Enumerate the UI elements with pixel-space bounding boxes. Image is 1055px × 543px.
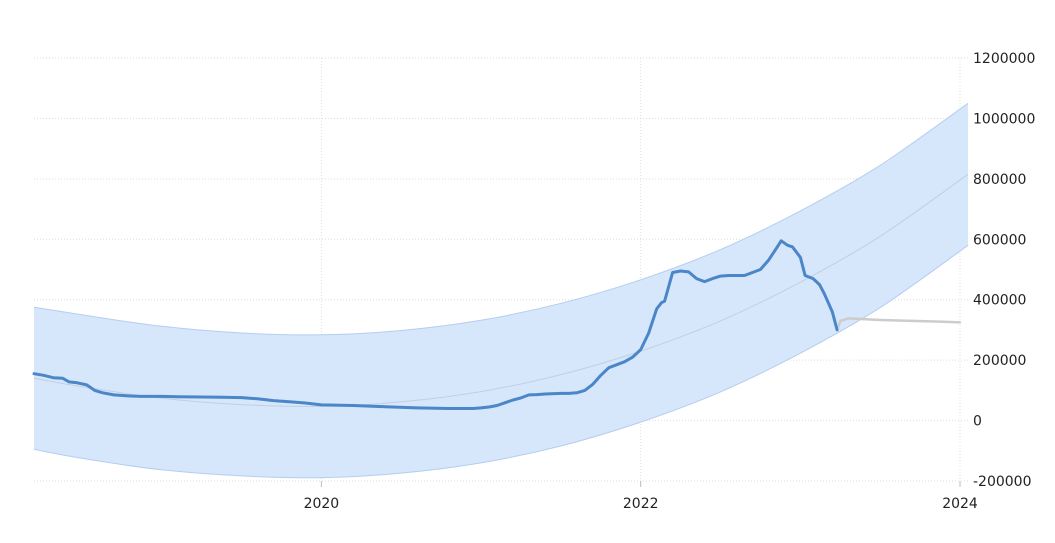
actual-series-line [32, 239, 839, 410]
y-tick-label: 0 [973, 414, 982, 430]
band-lower-edge [33, 244, 969, 479]
confidence-band [33, 102, 969, 479]
forecast-series-line [835, 317, 962, 332]
x-tick-label: 2024 [942, 496, 978, 512]
x-tick-label: 2020 [304, 496, 340, 512]
y-tick-label: 400000 [973, 293, 1026, 309]
band-upper-edge [33, 102, 969, 336]
band-area [34, 103, 968, 478]
x-tick-label: 2022 [623, 496, 659, 512]
x-axis-tick-labels: 2020 2022 2024 [304, 496, 978, 512]
y-tick-label: 600000 [973, 232, 1026, 248]
grid-lines [34, 57, 968, 487]
y-axis-tick-labels: 1200000 1000000 800000 600000 400000 200000 0 -… [973, 51, 1035, 490]
y-tick-label: 200000 [973, 353, 1026, 369]
series-lines [32, 239, 962, 410]
y-tick-label: 800000 [973, 172, 1026, 188]
y-tick-label: -200000 [973, 474, 1032, 490]
y-tick-label: 1000000 [973, 111, 1035, 127]
y-tick-label: 1200000 [973, 51, 1035, 67]
